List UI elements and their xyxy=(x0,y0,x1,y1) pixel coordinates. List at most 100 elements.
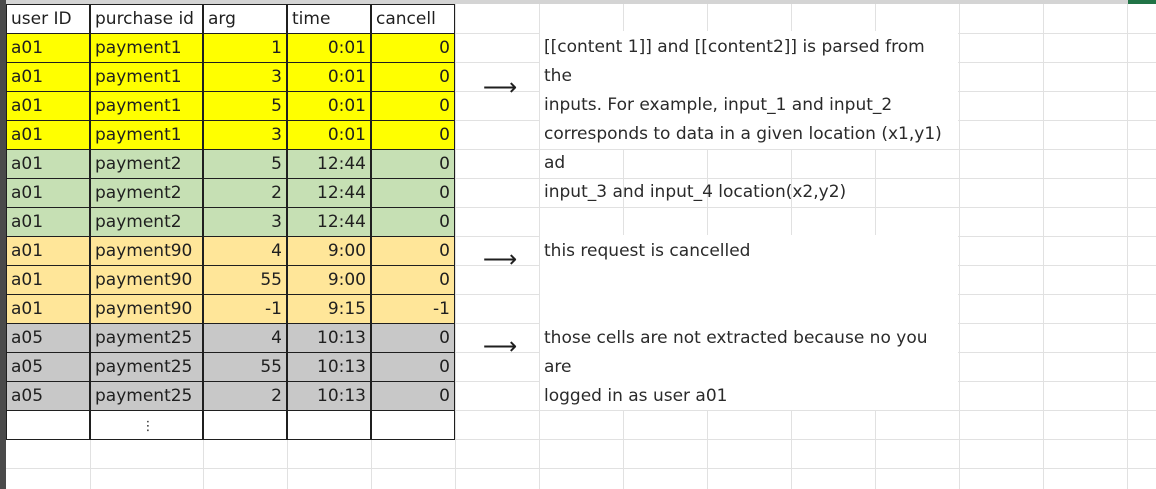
table-cell-time[interactable]: 10:13 xyxy=(287,323,371,353)
table-cell-arg[interactable]: 1 xyxy=(203,33,287,63)
table-cell-cancell[interactable]: 0 xyxy=(371,352,455,382)
arrow-icon: ⟶ xyxy=(482,245,518,273)
table-cell-cancell[interactable]: 0 xyxy=(371,265,455,295)
table-cell-arg[interactable]: 4 xyxy=(203,323,287,353)
table-cell-user-id[interactable]: a01 xyxy=(6,207,90,237)
grid-line-horizontal xyxy=(6,178,1156,179)
table-cell-time[interactable]: 0:01 xyxy=(287,120,371,150)
table-cell-cancell[interactable]: 0 xyxy=(371,381,455,411)
header-cell-time[interactable]: time xyxy=(287,4,371,34)
table-cell-cancell[interactable]: -1 xyxy=(371,294,455,324)
excel-accent-mark xyxy=(1128,0,1156,4)
table-cell-user-id[interactable]: a05 xyxy=(6,352,90,382)
table-cell-purchase-id[interactable]: payment25 xyxy=(90,352,203,382)
empty-cell[interactable] xyxy=(90,410,203,440)
table-cell-time[interactable]: 10:13 xyxy=(287,352,371,382)
grid-line-horizontal xyxy=(6,439,1156,440)
table-cell-arg[interactable]: 55 xyxy=(203,265,287,295)
table-cell-arg[interactable]: 4 xyxy=(203,236,287,266)
table-cell-user-id[interactable]: a05 xyxy=(6,381,90,411)
table-cell-purchase-id[interactable]: payment2 xyxy=(90,178,203,208)
header-cell-arg[interactable]: arg xyxy=(203,4,287,34)
table-cell-purchase-id[interactable]: payment2 xyxy=(90,149,203,179)
header-cell-cancell[interactable]: cancell xyxy=(371,4,455,34)
table-cell-time[interactable]: 0:01 xyxy=(287,91,371,121)
table-cell-purchase-id[interactable]: payment2 xyxy=(90,207,203,237)
table-cell-purchase-id[interactable]: payment1 xyxy=(90,120,203,150)
table-cell-arg[interactable]: 3 xyxy=(203,62,287,92)
table-cell-cancell[interactable]: 0 xyxy=(371,120,455,150)
table-cell-cancell[interactable]: 0 xyxy=(371,178,455,208)
table-cell-user-id[interactable]: a01 xyxy=(6,294,90,324)
note-line: logged in as user a01 xyxy=(544,386,728,406)
table-cell-cancell[interactable]: 0 xyxy=(371,236,455,266)
grid-line-horizontal xyxy=(6,207,1156,208)
table-cell-cancell[interactable]: 0 xyxy=(371,91,455,121)
table-cell-time[interactable]: 0:01 xyxy=(287,33,371,63)
grid-line-vertical xyxy=(1127,4,1128,489)
table-cell-arg[interactable]: 5 xyxy=(203,91,287,121)
empty-cell[interactable] xyxy=(371,410,455,440)
table-cell-time[interactable]: 10:13 xyxy=(287,381,371,411)
table-cell-user-id[interactable]: a01 xyxy=(6,33,90,63)
table-cell-time[interactable]: 12:44 xyxy=(287,149,371,179)
table-cell-purchase-id[interactable]: payment1 xyxy=(90,62,203,92)
table-cell-arg[interactable]: 2 xyxy=(203,178,287,208)
grid-line-horizontal xyxy=(6,410,1156,411)
continuation-dots: ⋮ xyxy=(141,418,155,434)
empty-cell[interactable] xyxy=(203,410,287,440)
note-cancelled: this request is cancelled xyxy=(540,235,958,323)
header-cell-user-id[interactable]: user ID xyxy=(6,4,90,34)
note-line: this request is cancelled xyxy=(544,241,751,261)
table-cell-purchase-id[interactable]: payment1 xyxy=(90,33,203,63)
table-cell-user-id[interactable]: a01 xyxy=(6,236,90,266)
arrow-icon: ⟶ xyxy=(482,73,518,101)
table-cell-user-id[interactable]: a01 xyxy=(6,178,90,208)
note-line: inputs. For example, input_1 and input_2 xyxy=(544,95,893,115)
table-cell-cancell[interactable]: 0 xyxy=(371,33,455,63)
table-cell-purchase-id[interactable]: payment1 xyxy=(90,91,203,121)
table-cell-purchase-id[interactable]: payment90 xyxy=(90,265,203,295)
table-cell-user-id[interactable]: a01 xyxy=(6,91,90,121)
table-cell-cancell[interactable]: 0 xyxy=(371,323,455,353)
table-cell-time[interactable]: 12:44 xyxy=(287,178,371,208)
table-cell-cancell[interactable]: 0 xyxy=(371,207,455,237)
table-cell-purchase-id[interactable]: payment25 xyxy=(90,381,203,411)
note-line: input_3 and input_4 location(x2,y2) xyxy=(544,182,847,202)
row-header-strip xyxy=(0,0,6,489)
table-cell-cancell[interactable]: 0 xyxy=(371,149,455,179)
table-cell-purchase-id[interactable]: payment90 xyxy=(90,294,203,324)
empty-cell[interactable] xyxy=(6,410,90,440)
table-cell-arg[interactable]: 55 xyxy=(203,352,287,382)
grid-line-horizontal xyxy=(6,468,1156,469)
ribbon-edge xyxy=(0,0,1156,4)
table-cell-user-id[interactable]: a05 xyxy=(6,323,90,353)
table-cell-arg[interactable]: 5 xyxy=(203,149,287,179)
table-cell-arg[interactable]: 3 xyxy=(203,207,287,237)
grid-line-horizontal xyxy=(6,149,1156,150)
table-cell-arg[interactable]: -1 xyxy=(203,294,287,324)
grid-line-vertical xyxy=(959,4,960,489)
empty-cell[interactable] xyxy=(287,410,371,440)
table-cell-time[interactable]: 0:01 xyxy=(287,62,371,92)
table-cell-purchase-id[interactable]: payment90 xyxy=(90,236,203,266)
table-cell-arg[interactable]: 2 xyxy=(203,381,287,411)
arrow-icon: ⟶ xyxy=(482,332,518,360)
table-cell-arg[interactable]: 3 xyxy=(203,120,287,150)
table-cell-time[interactable]: 9:00 xyxy=(287,265,371,295)
table-cell-time[interactable]: 9:00 xyxy=(287,236,371,266)
note-not-extracted: those cells are not extracted because no… xyxy=(540,322,958,410)
note-line: corresponds to data in a given location … xyxy=(544,124,942,173)
table-cell-time[interactable]: 12:44 xyxy=(287,207,371,237)
table-cell-cancell[interactable]: 0 xyxy=(371,62,455,92)
table-cell-user-id[interactable]: a01 xyxy=(6,120,90,150)
table-cell-user-id[interactable]: a01 xyxy=(6,149,90,179)
table-cell-user-id[interactable]: a01 xyxy=(6,62,90,92)
table-cell-time[interactable]: 9:15 xyxy=(287,294,371,324)
table-cell-user-id[interactable]: a01 xyxy=(6,265,90,295)
note-parse-explanation: [[content 1]] and [[content2]] is parsed… xyxy=(540,31,958,202)
header-cell-purchase-id[interactable]: purchase id xyxy=(90,4,203,34)
grid-line-vertical xyxy=(1043,4,1044,489)
table-cell-purchase-id[interactable]: payment25 xyxy=(90,323,203,353)
